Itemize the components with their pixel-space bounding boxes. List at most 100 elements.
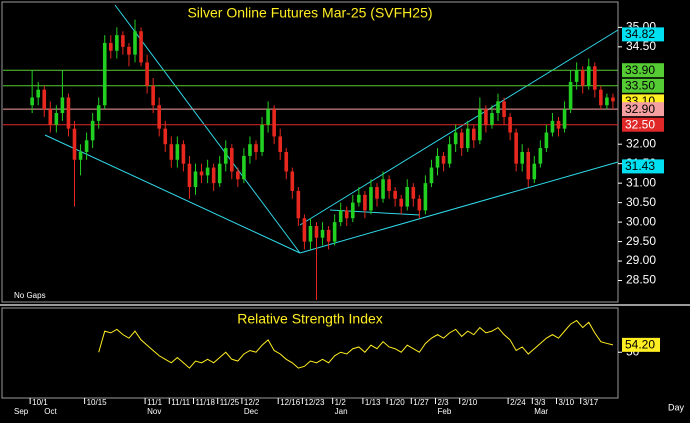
candle-body [151,85,155,106]
level-label: 34.82 [625,27,655,41]
rsi-line [98,319,614,369]
candle-body [399,198,403,207]
candle-body [562,109,567,129]
candle-body [169,144,174,160]
candle-body [217,163,222,184]
y-tick-label: 28.50 [626,273,656,287]
candle-body [223,148,228,164]
last-value-label: 54.20 [625,338,655,352]
candle-body [193,171,198,188]
candle-body [375,187,379,199]
level-box [622,102,664,117]
candle-body [54,113,59,125]
candle-body [48,109,53,125]
month-label: Oct [44,407,57,416]
candle-body [72,128,77,160]
candle-body [580,70,585,86]
x-tick-label: 1/2 [335,398,347,407]
month-label: Sep [14,407,29,416]
candle-body [441,155,446,164]
candle-body [411,187,416,199]
candle-body [308,226,313,242]
x-tick-label: 3/3 [534,398,546,407]
candle-body [272,109,276,137]
candle-body [508,116,512,133]
candle-body [157,105,161,129]
x-tick-label: 12/2 [244,398,260,407]
trend-line [44,134,301,254]
candle-body [429,167,434,184]
trend-line [299,161,619,254]
rsi-panel-frame [1,307,619,399]
candle-body [296,190,301,219]
level-box [622,159,664,174]
candle-body [526,152,531,180]
level-box [622,27,664,42]
candle-body [30,97,34,106]
candle-body [520,152,524,164]
candle-body [568,81,573,110]
candle-body [42,89,47,110]
x-tick-label: 2/10 [462,398,478,407]
chart-title: Silver Online Futures Mar-25 (SVFH25) [187,5,432,21]
candle-body [205,167,210,176]
candle-body [314,226,319,238]
candle-body [586,66,591,86]
candle-body [532,163,537,180]
x-axis-label: Day [668,402,685,412]
candle-body [405,187,410,207]
candle-body [538,148,543,164]
x-tick-label: 10/15 [87,398,108,407]
candle-body [121,35,125,47]
y-tick-label: 29.50 [626,234,656,248]
candle-body [254,144,258,152]
x-tick-label: 11/18 [196,398,216,407]
level-label: 32.50 [625,117,655,131]
rsi-title: Relative Strength Index [237,311,383,327]
candle-body [175,144,180,160]
candle-body [605,97,609,106]
candle-body [496,101,500,114]
x-tick-label: 11/11 [171,398,190,407]
x-tick-label: 2/24 [510,398,526,407]
level-box [622,63,664,78]
candle-body [363,194,367,211]
candle-body [387,179,391,191]
candle-body [248,144,252,156]
x-tick-label: 12/23 [304,398,325,407]
candle-body [484,109,488,125]
candle-body [472,128,476,141]
candle-body [145,62,149,86]
candle-body [574,70,579,82]
candle-body [266,109,270,125]
candle-body [550,120,555,133]
y-tick-label: 30.00 [626,214,656,228]
candle-body [236,171,240,180]
candle-body [278,136,282,152]
candle-body [357,194,361,203]
candle-body [181,144,186,164]
price-panel-frame [1,1,619,303]
candle-body [423,183,428,211]
last-value-box [622,337,660,352]
month-label: Jan [335,407,348,416]
month-label: Feb [438,407,452,416]
candle-body [344,210,349,219]
candle-body [109,42,113,51]
candle-body [369,187,373,211]
candle-body [556,120,561,129]
candle-body [133,31,137,55]
candle-body [593,66,597,90]
candle-body [302,218,307,242]
month-label: Mar [534,407,548,416]
candle-body [514,132,518,164]
x-tick-label: 1/20 [389,398,405,407]
x-tick-label: 2/3 [438,398,450,407]
y-tick-label: 31.00 [626,175,656,189]
candle-body [544,132,549,149]
candle-body [320,229,325,238]
note: No Gaps [14,291,46,300]
candle-body [115,35,119,51]
